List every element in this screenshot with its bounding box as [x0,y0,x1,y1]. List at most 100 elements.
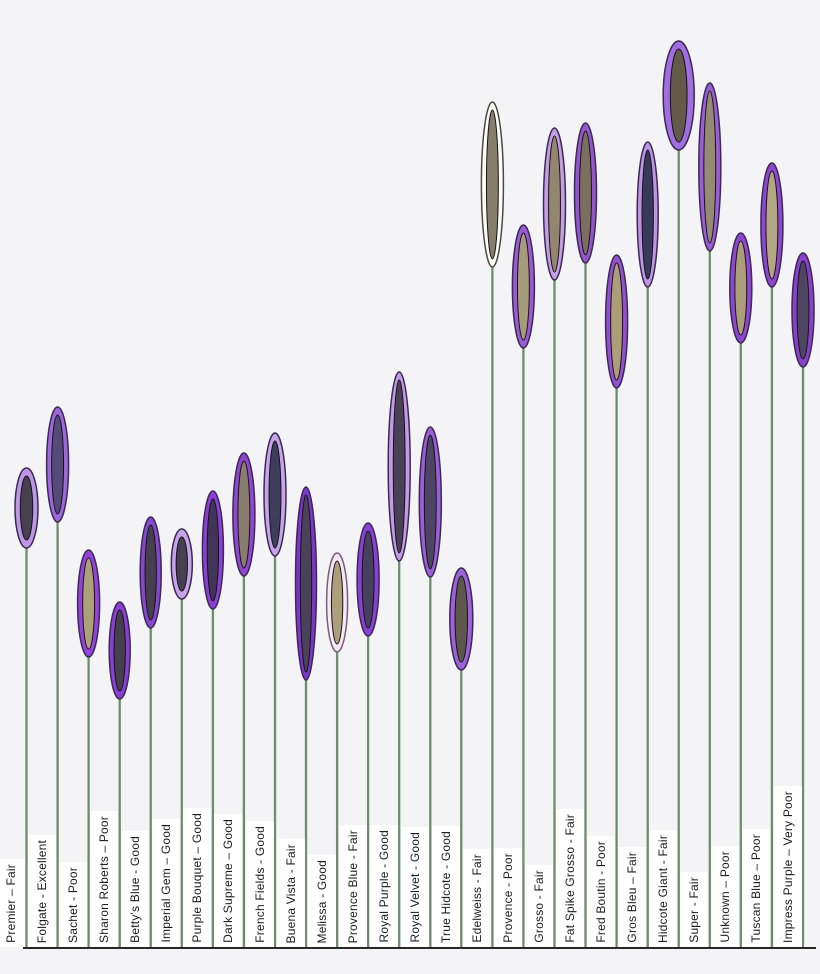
x-axis-label: Gros Bleu – Fair [625,852,640,943]
x-axis-label-box: Provence Blue - Fair [338,824,367,947]
lavender-stalk [729,232,753,344]
lavender-stalk [170,528,194,600]
x-axis-label-box: Dark Supreme – Good [214,814,243,947]
x-axis-label-box: Unknown – Poor [711,846,740,947]
x-axis-label-box: Hidcote Giant - Fair [649,829,678,947]
x-axis-label-box: Premier – Fair [0,859,25,947]
lavender-stalk [760,162,784,288]
x-axis-label-box: Provence - Poor [493,848,522,947]
flower-inner [516,232,530,341]
x-axis-label-box: Impress Purple – Very Poor [773,786,802,947]
x-axis-label-box: Edelweiss - Fair [462,849,491,947]
x-axis-label-box: Royal Purple - Good [369,825,398,947]
x-axis-label: Unknown – Poor [718,851,733,943]
lavender-stalk [294,486,318,681]
flower-inner [82,557,96,650]
x-axis-label: Purple Bouquet – Good [190,813,205,943]
lavender-stalk [263,432,287,557]
lavender-stalk [139,516,162,629]
flower-inner [423,434,437,570]
lavender-stalk [480,101,505,268]
flower-inner [175,536,188,592]
lavender-stalk [76,549,101,658]
lavender-stalk [356,522,380,637]
flower-inner [330,560,344,645]
lavender-stalk [325,552,349,653]
lavender-stalk [14,467,39,549]
lavender-stalk [511,224,536,349]
x-axis-label-box: French Fields - Good [245,821,274,947]
lavender-stalk [698,82,722,252]
x-axis-label: Royal Purple - Good [376,830,391,943]
x-axis-label-box: Super - Fair [680,872,709,947]
x-axis-label-box: Buena Vista - Fair [276,838,305,947]
flower-inner [641,149,654,280]
flower-inner [113,609,126,692]
x-axis-label: Premier – Fair [4,864,18,943]
lavender-stalk [449,567,474,671]
x-axis-label: Grosso - Fair [532,870,546,943]
flower-inner [485,109,499,260]
flower-inner [610,262,624,381]
x-axis-label: Dark Supreme – Good [221,819,236,943]
x-axis-label: True Hidcote - Good [438,830,453,943]
x-axis-label: Folgate - Excellent [35,839,50,943]
flower-inner [144,524,157,621]
x-axis-label-box: Folgate - Excellent [28,834,57,947]
lavender-stalk [387,371,411,562]
flower-inner [765,170,779,280]
flower-inner [579,130,592,256]
x-axis-label: French Fields - Good [252,826,267,943]
lavender-stalk [542,127,567,281]
x-axis-line [23,947,816,949]
flower-inner [454,575,469,663]
lavender-stalk [636,141,659,288]
lavender-stalk [791,252,815,368]
x-axis-label: Imperial Gem – Good [159,824,174,943]
x-axis-label: Sharon Roberts – Poor [97,816,112,943]
flower-inner [548,135,561,273]
x-axis-label-box: True Hidcote - Good [431,825,460,947]
x-axis-label: Hidcote Giant - Fair [656,834,671,943]
x-axis-label: Super - Fair [687,877,702,943]
x-axis-label-box: Tuscan Blue – Poor [742,829,771,947]
x-axis-label: Impress Purple – Very Poor [780,791,795,943]
flower-inner [268,440,282,549]
x-axis-label: Buena Vista - Fair [283,843,298,943]
x-axis-label: Royal Velvet - Good [407,832,422,943]
x-axis-label-box: Sharon Roberts – Poor [90,811,119,947]
x-axis-label: Betty's Blue - Good [128,836,143,943]
x-axis-label: Melissa - Good [314,859,329,944]
flower-inner [19,475,34,541]
x-axis-label-box: Purple Bouquet – Good [183,808,212,947]
x-axis-label-box: Melissa - Good [307,854,336,947]
x-axis-label: Tuscan Blue – Poor [749,834,764,943]
x-axis-label: Sachet - Poor [66,867,81,943]
lavender-stalk [418,426,443,578]
flower-inner [361,530,375,629]
x-axis-label: Fred Boutin - Poor [594,841,609,943]
lavender-stalk [232,452,256,577]
flower-inner [669,48,688,143]
flower-inner [796,260,810,360]
flower-inner [206,498,220,602]
x-axis-label: Fat Spike Grosso - Fair [563,814,577,943]
lavender-stalk [201,490,225,610]
x-axis-label-box: Gros Bleu – Fair [618,847,647,947]
lavender-stalk [108,601,131,700]
x-axis-label-box: Sachet - Poor [59,862,88,947]
lavender-stalk [573,122,598,264]
x-axis-label: Edelweiss - Fair [469,854,484,943]
lavender-stalk [45,406,70,523]
flower-inner [392,379,406,554]
x-axis-label: Provence - Poor [500,853,515,943]
lavender-stalk [604,254,629,389]
x-axis-label-box: Fat Spike Grosso - Fair [556,809,584,947]
x-axis-label-box: Imperial Gem – Good [152,819,181,947]
x-axis-label-box: Royal Velvet - Good [400,827,429,947]
x-axis-label-box: Betty's Blue - Good [121,831,150,947]
flower-inner [734,240,748,336]
flower-inner [299,494,313,673]
